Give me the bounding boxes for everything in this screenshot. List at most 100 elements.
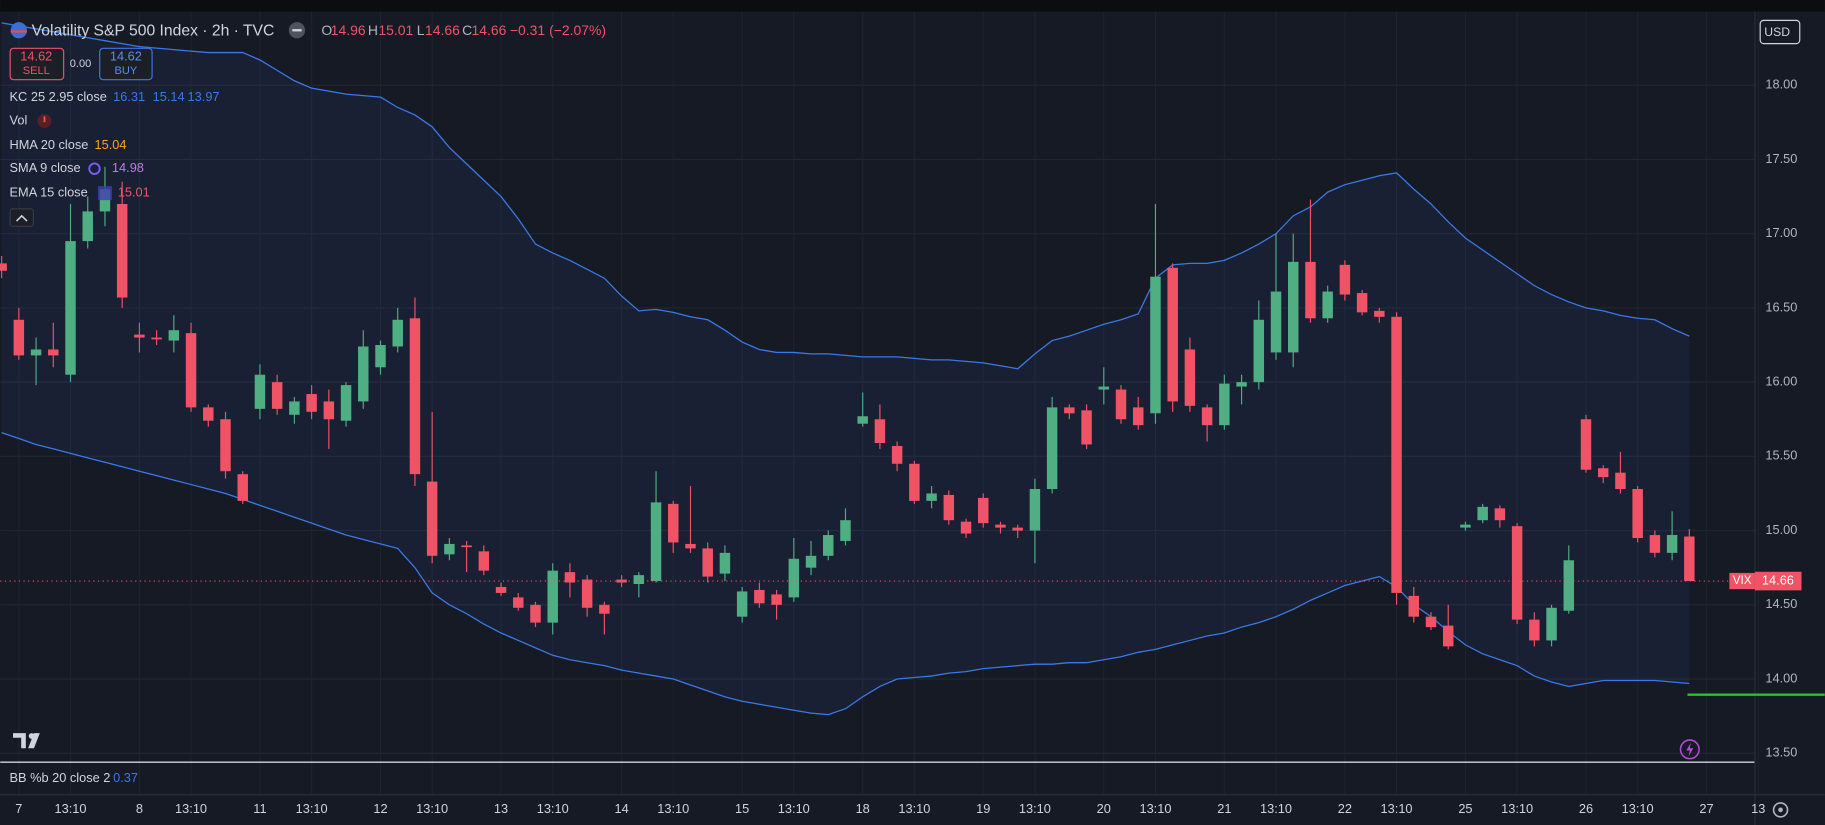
candle-body [805,555,817,568]
x-tick-label: 18 [856,801,870,816]
candle-body [1649,535,1661,553]
candle-body [1597,468,1609,478]
spread: 0.00 [70,58,92,70]
candle-body [1356,293,1368,313]
x-tick-label: 13:10 [1501,801,1533,816]
candle-body [633,575,645,585]
candle-body [581,579,593,608]
candle-body [1305,261,1316,319]
candle-body [1201,407,1213,426]
candle-body [289,401,300,415]
candle-body [1580,419,1592,470]
ohlc-value: 14.96 [331,22,366,38]
candle-body [1150,276,1161,414]
candle-body [823,535,834,556]
x-tick-label: 8 [136,801,143,816]
candle-body [1115,389,1127,420]
symbol-label: VIX [1733,574,1752,587]
sell-label: SELL [23,65,50,77]
candle-body [719,552,731,574]
sell-button[interactable] [9,47,65,81]
candle-body [13,319,25,356]
x-tick-label: 20 [1097,801,1111,816]
x-tick-label: 13:10 [1622,801,1654,816]
candle-body [960,521,972,534]
candle-body [82,211,93,242]
y-tick-label: 15.00 [1765,522,1797,537]
candle-body [909,463,920,501]
candle-body [392,319,403,347]
candle-body [1012,527,1023,531]
indicator-value: 15.04 [94,137,126,152]
settings-icon [1778,807,1783,813]
x-tick-label: 13:10 [416,801,448,816]
candle-body [340,385,352,421]
hide-icon [292,29,302,32]
indicator-name: Vol [10,112,28,127]
candle-body [1133,407,1144,426]
ohlc-value: 14.66 [425,22,460,38]
settings-button[interactable] [1772,802,1789,818]
symbol-badge [1729,572,1755,590]
sell-price: 14.62 [20,48,52,63]
candle-body [1615,472,1626,490]
candle-body [1287,261,1299,353]
candle-body [1339,264,1351,295]
candle-body [237,474,248,501]
channel-fill [1,22,1690,715]
buy-button[interactable] [99,47,153,81]
y-tick-label: 16.00 [1765,374,1797,389]
collapse-icon [15,214,28,222]
currency-label: USD [1764,25,1790,39]
candle-body [358,346,369,402]
candle-body [1494,508,1506,521]
x-tick-label: 21 [1217,801,1231,816]
candle-body [1460,524,1471,528]
candle-body [1442,625,1454,647]
x-tick-label: 15 [735,801,749,816]
y-tick-label: 14.00 [1765,670,1797,685]
candle-body [151,337,162,340]
candle-body [444,543,455,555]
candle-body [1529,619,1540,641]
candle-body [702,548,713,577]
candle-body [1098,386,1110,390]
candle-body [857,416,868,424]
ohlc-value: 14.66 [471,22,506,38]
indicator-value: 16.31 [113,89,145,104]
candle-body [1322,291,1333,319]
x-tick-label: 13 [494,801,508,816]
candle-body [426,481,438,556]
candle-body [736,591,748,617]
candle-body [495,586,507,593]
indicator-value: 14.98 [112,160,144,175]
channel-upper [1,22,1690,370]
pane-indicator-name: BB %b 20 close 2 [10,770,111,785]
x-tick-label: 13:10 [1381,801,1413,816]
candle-body [220,419,231,472]
x-tick-label: 26 [1579,801,1593,816]
candle-body [48,349,59,356]
warning-mark [43,116,46,123]
candle-body [409,318,421,475]
lightning-button[interactable] [1679,739,1700,760]
y-tick-label: 16.50 [1765,299,1797,314]
candle-body [1511,526,1523,620]
x-tick-label: 13:10 [175,801,207,816]
candle-body [685,543,696,549]
logo-dot [28,733,35,739]
x-tick-label: 13:10 [657,801,689,816]
indicator-value: 13.97 [188,89,220,104]
pane-indicator-value: 0.37 [113,770,138,785]
candle-body [116,203,128,298]
candle-body [99,189,111,212]
ohlc-label: C [462,22,472,38]
x-tick-label: 13:10 [1260,801,1292,816]
candle-body [650,502,662,582]
collapse-button[interactable] [9,208,34,227]
candle-body [1391,316,1402,593]
candle-body [1684,536,1695,582]
candle-body [616,579,627,583]
currency-button[interactable] [1759,19,1801,45]
